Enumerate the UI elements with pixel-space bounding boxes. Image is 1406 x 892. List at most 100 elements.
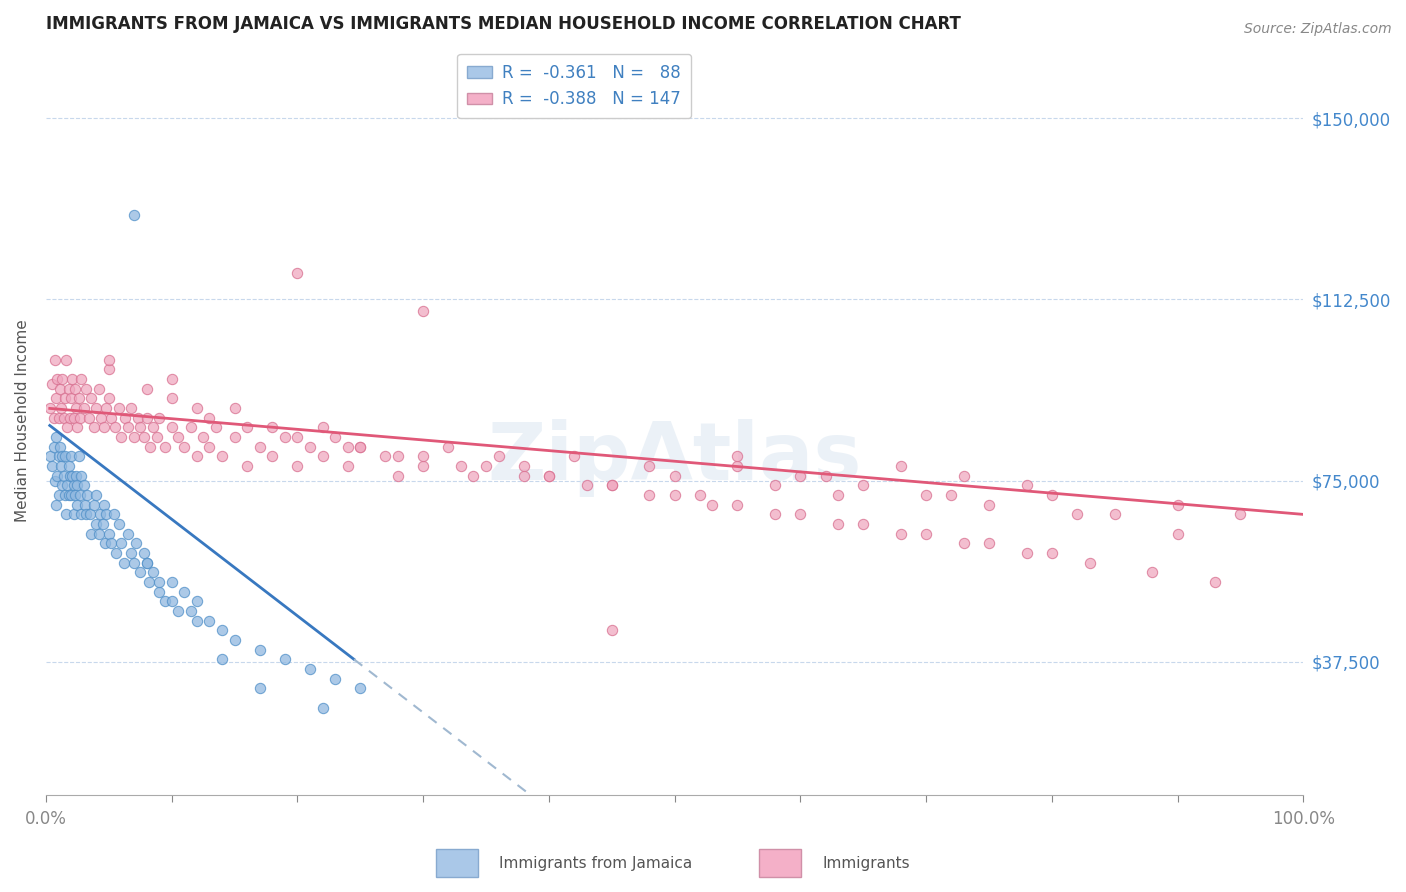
Point: [160, 594, 183, 608]
Point: [129, 566, 152, 580]
Point: [63, 488, 86, 502]
Point: [173, 440, 195, 454]
Point: [44, 474, 66, 488]
Point: [148, 575, 170, 590]
Point: [135, 410, 157, 425]
Point: [53, 450, 76, 464]
Point: [60, 488, 83, 502]
Point: [977, 498, 1000, 512]
Point: [537, 468, 560, 483]
Point: [186, 594, 208, 608]
Point: [600, 478, 623, 492]
Point: [112, 556, 135, 570]
Point: [1142, 566, 1164, 580]
Point: [125, 536, 148, 550]
Point: [311, 700, 333, 714]
Point: [1204, 575, 1226, 590]
Point: [287, 459, 309, 474]
Point: [96, 508, 118, 522]
Point: [142, 566, 165, 580]
Point: [49, 382, 72, 396]
Point: [59, 410, 82, 425]
Point: [148, 584, 170, 599]
Point: [80, 526, 103, 541]
Point: [173, 584, 195, 599]
Point: [298, 440, 321, 454]
Point: [336, 459, 359, 474]
Point: [575, 478, 598, 492]
Point: [191, 430, 214, 444]
Point: [249, 681, 271, 696]
Point: [287, 430, 309, 444]
Point: [80, 392, 103, 406]
Point: [105, 546, 128, 560]
Point: [73, 498, 96, 512]
Point: [1167, 498, 1189, 512]
Point: [915, 526, 938, 541]
Point: [97, 392, 120, 406]
Point: [180, 420, 202, 434]
Point: [97, 362, 120, 376]
Point: [62, 410, 84, 425]
Point: [1229, 508, 1251, 522]
Text: ZipAtlas: ZipAtlas: [488, 418, 862, 497]
Point: [160, 372, 183, 386]
Text: IMMIGRANTS FROM JAMAICA VS IMMIGRANTS MEDIAN HOUSEHOLD INCOME CORRELATION CHART: IMMIGRANTS FROM JAMAICA VS IMMIGRANTS ME…: [46, 15, 960, 33]
Point: [890, 526, 912, 541]
Point: [198, 440, 221, 454]
Point: [537, 468, 560, 483]
FancyBboxPatch shape: [759, 849, 801, 877]
Point: [600, 478, 623, 492]
Point: [488, 450, 510, 464]
Point: [67, 392, 90, 406]
Point: [224, 401, 246, 415]
Point: [100, 536, 122, 550]
Point: [58, 488, 80, 502]
Point: [664, 488, 686, 502]
Point: [84, 517, 107, 532]
Point: [155, 594, 177, 608]
Point: [84, 401, 107, 415]
Point: [412, 459, 434, 474]
Point: [287, 266, 309, 280]
Point: [76, 488, 98, 502]
Point: [60, 468, 83, 483]
Point: [148, 410, 170, 425]
Point: [51, 478, 73, 492]
Point: [62, 478, 84, 492]
Point: [56, 420, 79, 434]
Point: [58, 382, 80, 396]
Point: [167, 604, 190, 618]
Point: [52, 410, 75, 425]
Point: [638, 488, 661, 502]
Point: [915, 488, 938, 502]
Point: [852, 478, 875, 492]
Point: [412, 304, 434, 318]
Point: [298, 662, 321, 676]
Point: [374, 450, 396, 464]
Point: [180, 604, 202, 618]
Point: [138, 575, 160, 590]
Point: [100, 410, 122, 425]
Point: [262, 450, 284, 464]
Point: [73, 478, 96, 492]
Point: [90, 410, 112, 425]
Point: [59, 468, 82, 483]
Point: [186, 614, 208, 628]
Point: [139, 440, 162, 454]
Point: [49, 401, 72, 415]
Point: [51, 450, 73, 464]
Point: [155, 440, 177, 454]
Point: [42, 440, 65, 454]
Point: [114, 410, 136, 425]
Point: [224, 430, 246, 444]
Point: [1104, 508, 1126, 522]
Point: [121, 546, 143, 560]
Point: [110, 430, 132, 444]
Point: [1015, 546, 1038, 560]
Point: [45, 430, 67, 444]
Point: [79, 508, 101, 522]
Point: [211, 652, 233, 666]
Point: [62, 508, 84, 522]
Point: [1167, 526, 1189, 541]
